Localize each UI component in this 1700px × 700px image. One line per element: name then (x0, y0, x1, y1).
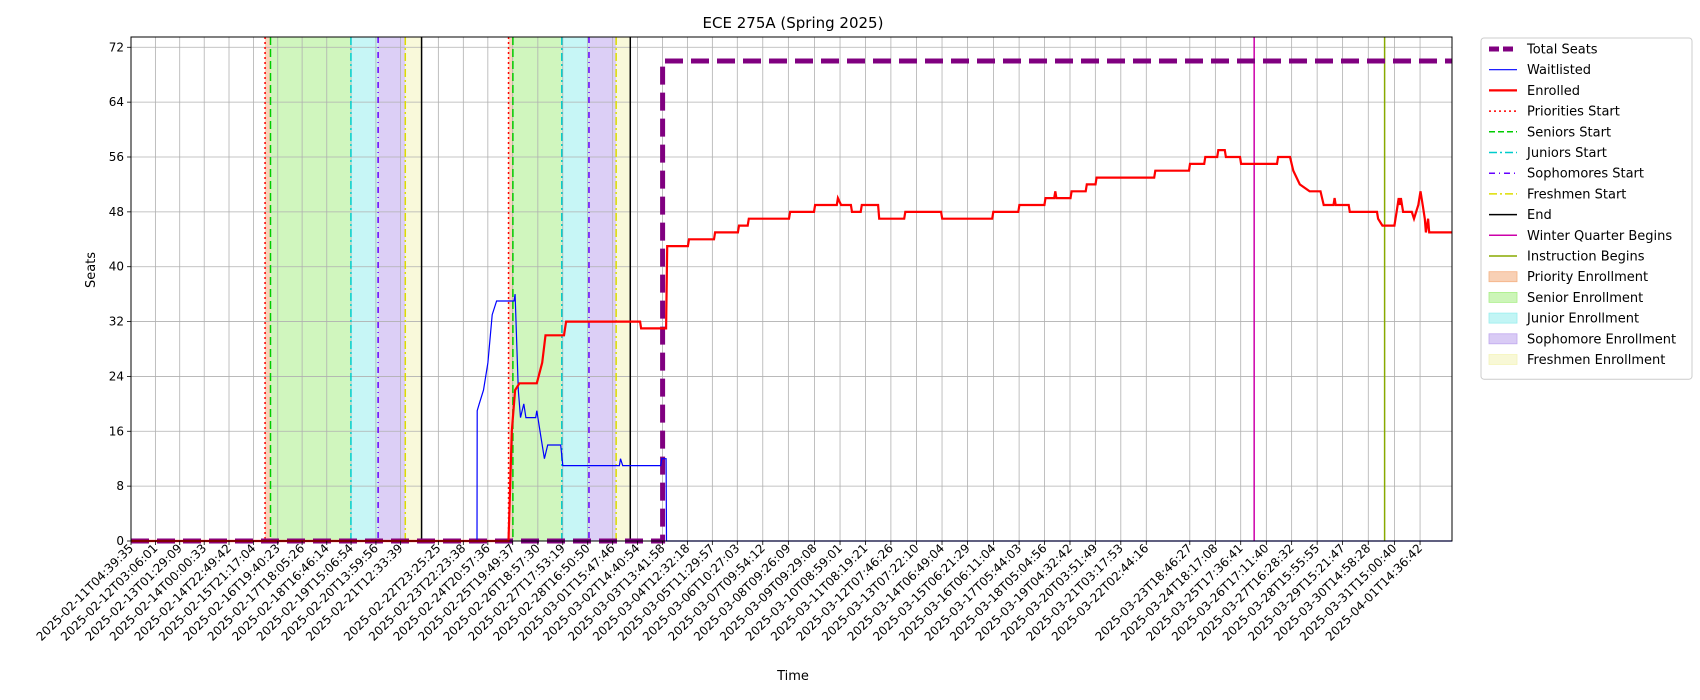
legend-swatch-senior-enrollment (1488, 291, 1518, 303)
legend-label-instruction-begins: Instruction Begins (1527, 250, 1645, 265)
legend-swatch-junior-enrollment (1488, 312, 1518, 324)
legend-label-total-seats: Total Seats (1526, 43, 1598, 58)
shade-priority-enrollment (265, 37, 271, 541)
y-tick-label: 48 (109, 205, 124, 219)
x-axis-ticks: 2025-02-11T04:39:352025-02-12T03:06:0120… (34, 541, 1425, 644)
legend-label-freshmen-enrollment: Freshmen Enrollment (1527, 353, 1665, 368)
shade-freshmen-enrollment (616, 37, 631, 541)
shade-senior-enrollment (512, 37, 562, 541)
legend-label-end: End (1527, 208, 1552, 223)
x-axis-title: Time (776, 669, 809, 684)
legend-label-sophomore-enrollment: Sophomore Enrollment (1527, 332, 1676, 347)
y-tick-label: 24 (109, 369, 124, 383)
enrollment-period-shading (265, 37, 631, 541)
shade-junior-enrollment (561, 37, 589, 541)
phase-marker-lines (264, 37, 1386, 541)
legend-label-juniors-start: Juniors Start (1526, 146, 1607, 161)
legend-swatch-priority-enrollment (1488, 271, 1518, 283)
y-tick-label: 16 (109, 424, 124, 438)
legend-label-junior-enrollment: Junior Enrollment (1526, 312, 1639, 327)
plot-frame (130, 36, 1453, 542)
shade-junior-enrollment (350, 37, 379, 541)
shade-sophomore-enrollment (378, 37, 406, 541)
chart-title: ECE 275A (Spring 2025) (703, 14, 884, 32)
legend-swatch-sophomore-enrollment (1488, 333, 1518, 345)
plot-border (130, 36, 1453, 542)
shade-senior-enrollment (270, 37, 351, 541)
y-tick-label: 56 (109, 150, 124, 164)
y-tick-label: 0 (116, 534, 124, 548)
legend-swatch-freshmen-enrollment (1488, 354, 1518, 365)
y-tick-label: 40 (109, 260, 124, 274)
chart-legend: Total Seats Waitlisted Enrolled Priorities … (1480, 37, 1693, 380)
legend-label-waitlisted: Waitlisted (1527, 63, 1591, 78)
y-tick-label: 8 (116, 479, 124, 493)
series-enrolled (131, 149, 1452, 543)
shade-sophomore-enrollment (588, 37, 617, 541)
y-tick-label: 64 (109, 95, 124, 109)
y-axis-ticks: 0 8 16 24 32 40 48 56 64 72 (109, 40, 131, 548)
shade-priority-enrollment (508, 37, 513, 541)
y-axis-title: Seats (84, 252, 99, 288)
legend-label-priority-enrollment: Priority Enrollment (1527, 270, 1648, 285)
legend-label-winter-quarter-begins: Winter Quarter Begins (1527, 229, 1672, 244)
legend-label-senior-enrollment: Senior Enrollment (1527, 291, 1643, 306)
legend-label-sophomores-start: Sophomores Start (1527, 167, 1644, 182)
legend-label-seniors-start: Seniors Start (1527, 125, 1611, 140)
legend-box (1480, 37, 1693, 380)
legend-label-freshmen-start: Freshmen Start (1527, 187, 1626, 202)
shade-freshmen-enrollment (405, 37, 422, 541)
legend-label-priorities-start: Priorities Start (1527, 105, 1620, 120)
legend-label-enrolled: Enrolled (1527, 84, 1580, 99)
y-tick-label: 72 (109, 40, 124, 54)
y-tick-label: 32 (109, 315, 124, 329)
series-waitlisted (131, 294, 1452, 542)
